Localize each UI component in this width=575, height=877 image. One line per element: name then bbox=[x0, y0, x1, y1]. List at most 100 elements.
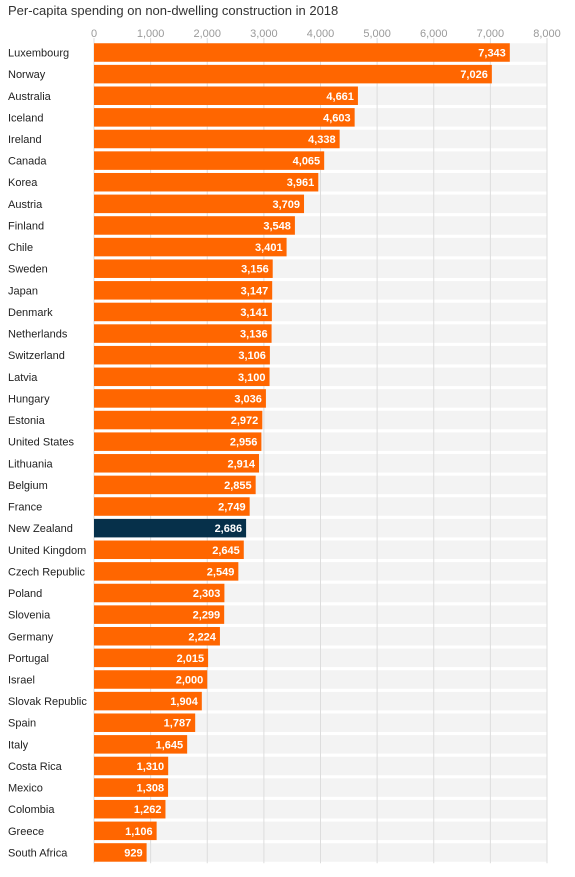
bar bbox=[94, 605, 225, 624]
category-label: New Zealand bbox=[8, 523, 73, 535]
bar bbox=[94, 821, 157, 841]
value-label: 3,156 bbox=[241, 264, 269, 276]
bar bbox=[94, 670, 208, 689]
category-label: Poland bbox=[8, 588, 42, 600]
bar bbox=[94, 194, 305, 214]
category-label: Israel bbox=[8, 674, 35, 686]
category-label: United Kingdom bbox=[8, 545, 86, 557]
value-label: 1,106 bbox=[125, 826, 153, 838]
bar bbox=[94, 43, 510, 62]
value-label: 3,548 bbox=[263, 220, 291, 232]
value-label: 3,136 bbox=[240, 329, 268, 341]
x-tick-label: 3,000 bbox=[250, 28, 278, 40]
category-label: Latvia bbox=[8, 372, 38, 384]
value-label: 7,026 bbox=[460, 69, 488, 81]
bar bbox=[94, 367, 270, 387]
category-label: Iceland bbox=[8, 112, 43, 124]
category-label: Norway bbox=[8, 69, 46, 81]
value-label: 2,749 bbox=[218, 502, 246, 514]
category-label: Estonia bbox=[8, 415, 46, 427]
x-tick-label: 4,000 bbox=[307, 28, 335, 40]
value-label: 2,645 bbox=[212, 545, 240, 557]
category-label: Luxembourg bbox=[8, 48, 69, 60]
x-tick-label: 2,000 bbox=[193, 28, 221, 40]
value-label: 3,147 bbox=[241, 285, 269, 297]
value-label: 4,603 bbox=[323, 112, 351, 124]
x-tick-label: 7,000 bbox=[477, 28, 505, 40]
bar bbox=[94, 389, 266, 408]
bar bbox=[94, 454, 260, 473]
value-label: 2,855 bbox=[224, 480, 252, 492]
bar bbox=[94, 735, 188, 754]
bar bbox=[94, 691, 202, 711]
value-label: 2,972 bbox=[231, 415, 259, 427]
value-label: 1,645 bbox=[156, 739, 184, 751]
bar bbox=[94, 302, 272, 322]
category-label: Canada bbox=[8, 156, 47, 168]
bar bbox=[94, 151, 325, 170]
bar bbox=[94, 410, 263, 430]
bar bbox=[94, 778, 169, 797]
category-label: Greece bbox=[8, 826, 44, 838]
value-label: 3,106 bbox=[238, 350, 266, 362]
category-label: Netherlands bbox=[8, 329, 68, 341]
value-label: 4,338 bbox=[308, 134, 336, 146]
x-tick-label: 8,000 bbox=[533, 28, 561, 40]
value-label: 3,961 bbox=[287, 177, 315, 189]
bar bbox=[94, 627, 220, 646]
bar bbox=[94, 86, 358, 105]
bar bbox=[94, 216, 295, 235]
value-label: 3,709 bbox=[272, 199, 300, 211]
bar bbox=[94, 540, 244, 560]
category-label: Belgium bbox=[8, 480, 48, 492]
value-label: 2,224 bbox=[188, 631, 216, 643]
value-label: 4,065 bbox=[293, 156, 321, 168]
value-label: 2,299 bbox=[193, 610, 221, 622]
value-label: 7,343 bbox=[478, 48, 506, 60]
category-label: Chile bbox=[8, 242, 33, 254]
chart-title: Per-capita spending on non-dwelling cons… bbox=[8, 3, 339, 18]
x-tick-label: 6,000 bbox=[420, 28, 448, 40]
value-label: 3,036 bbox=[234, 393, 262, 405]
value-label: 3,141 bbox=[240, 307, 268, 319]
bar bbox=[94, 237, 287, 257]
value-label: 2,303 bbox=[193, 588, 221, 600]
category-label: France bbox=[8, 502, 42, 514]
category-label: Switzerland bbox=[8, 350, 65, 362]
value-label: 2,549 bbox=[207, 566, 235, 578]
category-label: Korea bbox=[8, 177, 38, 189]
bar bbox=[94, 799, 166, 819]
category-label: South Africa bbox=[8, 847, 68, 859]
bar bbox=[94, 172, 319, 192]
value-label: 3,100 bbox=[238, 372, 266, 384]
bar bbox=[94, 129, 340, 149]
bar bbox=[94, 562, 239, 581]
bar bbox=[94, 259, 273, 278]
category-label: Costa Rica bbox=[8, 761, 63, 773]
category-label: United States bbox=[8, 437, 75, 449]
x-tick-label: 1,000 bbox=[137, 28, 165, 40]
category-label: Spain bbox=[8, 718, 36, 730]
value-label: 2,956 bbox=[230, 437, 258, 449]
bar bbox=[94, 64, 492, 84]
x-tick-label: 5,000 bbox=[363, 28, 391, 40]
category-label: Finland bbox=[8, 220, 44, 232]
bar bbox=[94, 497, 250, 516]
value-label: 1,308 bbox=[137, 783, 165, 795]
category-label: Denmark bbox=[8, 307, 53, 319]
value-label: 1,262 bbox=[134, 804, 162, 816]
category-label: Portugal bbox=[8, 653, 49, 665]
bar bbox=[94, 713, 196, 732]
value-label: 1,310 bbox=[137, 761, 165, 773]
category-label: Czech Republic bbox=[8, 566, 86, 578]
value-label: 2,000 bbox=[176, 674, 204, 686]
category-label: Australia bbox=[8, 91, 52, 103]
value-label: 2,914 bbox=[227, 458, 255, 470]
category-label: Mexico bbox=[8, 783, 43, 795]
x-tick-label: 0 bbox=[91, 28, 97, 40]
value-label: 4,661 bbox=[326, 91, 354, 103]
value-label: 2,686 bbox=[215, 523, 243, 535]
bar bbox=[94, 756, 169, 776]
category-label: Sweden bbox=[8, 264, 48, 276]
